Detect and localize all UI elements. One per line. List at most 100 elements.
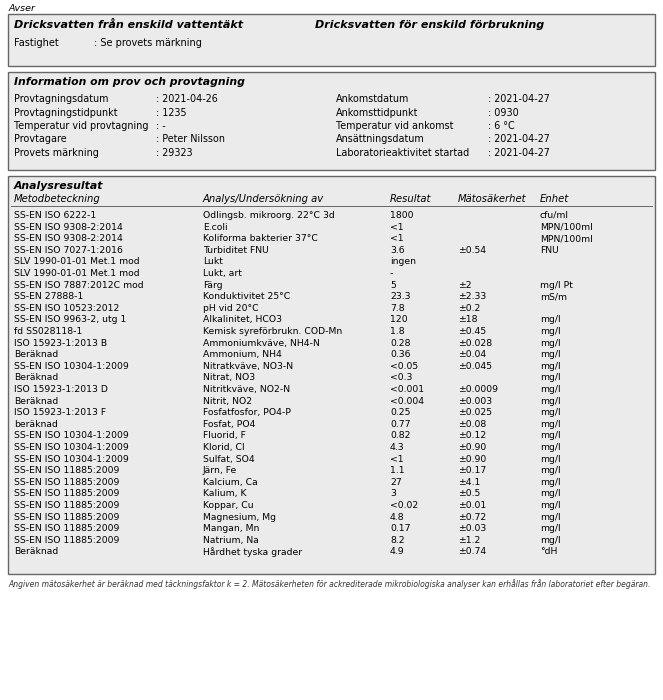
Text: E.coli: E.coli xyxy=(203,223,227,232)
Text: mg/l: mg/l xyxy=(540,339,561,348)
Text: Metodbeteckning: Metodbeteckning xyxy=(14,194,101,204)
Text: : Se provets märkning: : Se provets märkning xyxy=(94,38,202,48)
Text: ±0.72: ±0.72 xyxy=(458,512,486,522)
Text: mg/l Pt: mg/l Pt xyxy=(540,281,573,290)
Text: SS-EN ISO 9963-2, utg 1: SS-EN ISO 9963-2, utg 1 xyxy=(14,316,127,324)
Text: Beräknad: Beräknad xyxy=(14,547,58,556)
Text: <0.05: <0.05 xyxy=(390,362,418,371)
Text: Nitrit, NO2: Nitrit, NO2 xyxy=(203,397,252,405)
Text: <1: <1 xyxy=(390,234,404,243)
Text: ±18: ±18 xyxy=(458,316,477,324)
Text: : 0930: : 0930 xyxy=(488,108,518,118)
Text: 8.2: 8.2 xyxy=(390,536,404,545)
Text: Hårdhet tyska grader: Hårdhet tyska grader xyxy=(203,547,302,557)
Text: SS-EN ISO 11885:2009: SS-EN ISO 11885:2009 xyxy=(14,512,119,522)
Text: Information om prov och provtagning: Information om prov och provtagning xyxy=(14,77,245,87)
Text: MPN/100ml: MPN/100ml xyxy=(540,234,593,243)
Text: ±0.5: ±0.5 xyxy=(458,489,480,498)
Text: SS-EN 27888-1: SS-EN 27888-1 xyxy=(14,292,84,301)
Text: mg/l: mg/l xyxy=(540,316,561,324)
Text: SS-EN ISO 10523:2012: SS-EN ISO 10523:2012 xyxy=(14,304,119,313)
Text: 1.8: 1.8 xyxy=(390,327,404,336)
Text: SS-EN ISO 6222-1: SS-EN ISO 6222-1 xyxy=(14,211,96,220)
Text: : 29323: : 29323 xyxy=(156,148,193,158)
Text: Konduktivitet 25°C: Konduktivitet 25°C xyxy=(203,292,290,301)
Text: mg/l: mg/l xyxy=(540,454,561,463)
Text: Dricksvatten från enskild vattentäkt: Dricksvatten från enskild vattentäkt xyxy=(14,20,243,30)
Text: Beräknad: Beräknad xyxy=(14,397,58,405)
Text: SLV 1990-01-01 Met.1 mod: SLV 1990-01-01 Met.1 mod xyxy=(14,269,140,278)
Text: Mätosäkerhet: Mätosäkerhet xyxy=(458,194,526,204)
Text: Klorid, Cl: Klorid, Cl xyxy=(203,443,245,452)
Text: SS-EN ISO 11885:2009: SS-EN ISO 11885:2009 xyxy=(14,478,119,486)
Text: mg/l: mg/l xyxy=(540,327,561,336)
Text: <0.004: <0.004 xyxy=(390,397,424,405)
Text: Ammonium, NH4: Ammonium, NH4 xyxy=(203,350,282,359)
Text: FNU: FNU xyxy=(540,246,559,255)
Text: ±0.54: ±0.54 xyxy=(458,246,486,255)
Text: <1: <1 xyxy=(390,454,404,463)
Text: : 2021-04-27: : 2021-04-27 xyxy=(488,134,550,144)
Text: Fastighet: Fastighet xyxy=(14,38,59,48)
Text: 0.28: 0.28 xyxy=(390,339,410,348)
Text: Analysresultat: Analysresultat xyxy=(14,181,103,191)
Text: Ankomsttidpunkt: Ankomsttidpunkt xyxy=(336,108,418,118)
Text: Provtagare: Provtagare xyxy=(14,134,66,144)
Text: 0.25: 0.25 xyxy=(390,408,410,417)
Text: ±2: ±2 xyxy=(458,281,471,290)
Text: : 6 °C: : 6 °C xyxy=(488,121,514,131)
Text: 1.1: 1.1 xyxy=(390,466,404,475)
Text: mg/l: mg/l xyxy=(540,536,561,545)
Text: <0.02: <0.02 xyxy=(390,501,418,510)
Text: ±0.025: ±0.025 xyxy=(458,408,492,417)
Text: mg/l: mg/l xyxy=(540,362,561,371)
Text: ±0.03: ±0.03 xyxy=(458,524,486,533)
Text: mg/l: mg/l xyxy=(540,431,561,440)
Text: SS-EN ISO 11885:2009: SS-EN ISO 11885:2009 xyxy=(14,536,119,545)
Text: Turbiditet FNU: Turbiditet FNU xyxy=(203,246,269,255)
Text: ±0.04: ±0.04 xyxy=(458,350,486,359)
Text: ±1.2: ±1.2 xyxy=(458,536,481,545)
Text: Ammoniumkväve, NH4-N: Ammoniumkväve, NH4-N xyxy=(203,339,320,348)
Text: ±0.2: ±0.2 xyxy=(458,304,481,313)
Text: Fluorid, F: Fluorid, F xyxy=(203,431,246,440)
Text: mg/l: mg/l xyxy=(540,397,561,405)
Text: Alkalinitet, HCO3: Alkalinitet, HCO3 xyxy=(203,316,282,324)
Text: Provets märkning: Provets märkning xyxy=(14,148,99,158)
Text: pH vid 20°C: pH vid 20°C xyxy=(203,304,259,313)
Text: ±0.01: ±0.01 xyxy=(458,501,486,510)
Text: Avser: Avser xyxy=(8,4,35,13)
Text: 1800: 1800 xyxy=(390,211,414,220)
Text: <0.3: <0.3 xyxy=(390,373,412,382)
Text: Mangan, Mn: Mangan, Mn xyxy=(203,524,259,533)
Text: ±0.003: ±0.003 xyxy=(458,397,492,405)
Text: ISO 15923-1:2013 D: ISO 15923-1:2013 D xyxy=(14,385,108,394)
Text: Järn, Fe: Järn, Fe xyxy=(203,466,237,475)
Bar xyxy=(8,14,655,66)
Text: 27: 27 xyxy=(390,478,402,486)
Text: Temperatur vid provtagning: Temperatur vid provtagning xyxy=(14,121,149,131)
Text: 0.77: 0.77 xyxy=(390,420,410,429)
Bar xyxy=(8,176,655,574)
Text: beräknad: beräknad xyxy=(14,420,58,429)
Text: SS-EN ISO 10304-1:2009: SS-EN ISO 10304-1:2009 xyxy=(14,443,129,452)
Text: Lukt: Lukt xyxy=(203,258,223,267)
Text: ±0.08: ±0.08 xyxy=(458,420,486,429)
Text: Magnesium, Mg: Magnesium, Mg xyxy=(203,512,276,522)
Text: SS-EN ISO 11885:2009: SS-EN ISO 11885:2009 xyxy=(14,466,119,475)
Text: mS/m: mS/m xyxy=(540,292,567,301)
Text: : Peter Nilsson: : Peter Nilsson xyxy=(156,134,225,144)
Text: mg/l: mg/l xyxy=(540,420,561,429)
Text: Laboratorieaktivitet startad: Laboratorieaktivitet startad xyxy=(336,148,469,158)
Text: ingen: ingen xyxy=(390,258,416,267)
Text: SS-EN ISO 10304-1:2009: SS-EN ISO 10304-1:2009 xyxy=(14,362,129,371)
Text: Nitrat, NO3: Nitrat, NO3 xyxy=(203,373,255,382)
Text: 5: 5 xyxy=(390,281,396,290)
Text: ±0.90: ±0.90 xyxy=(458,443,486,452)
Text: Nitritkväve, NO2-N: Nitritkväve, NO2-N xyxy=(203,385,290,394)
Text: Ankomstdatum: Ankomstdatum xyxy=(336,94,409,104)
Text: Färg: Färg xyxy=(203,281,223,290)
Text: Dricksvatten för enskild förbrukning: Dricksvatten för enskild förbrukning xyxy=(315,20,544,30)
Text: ±4.1: ±4.1 xyxy=(458,478,481,486)
Text: SS-EN ISO 11885:2009: SS-EN ISO 11885:2009 xyxy=(14,501,119,510)
